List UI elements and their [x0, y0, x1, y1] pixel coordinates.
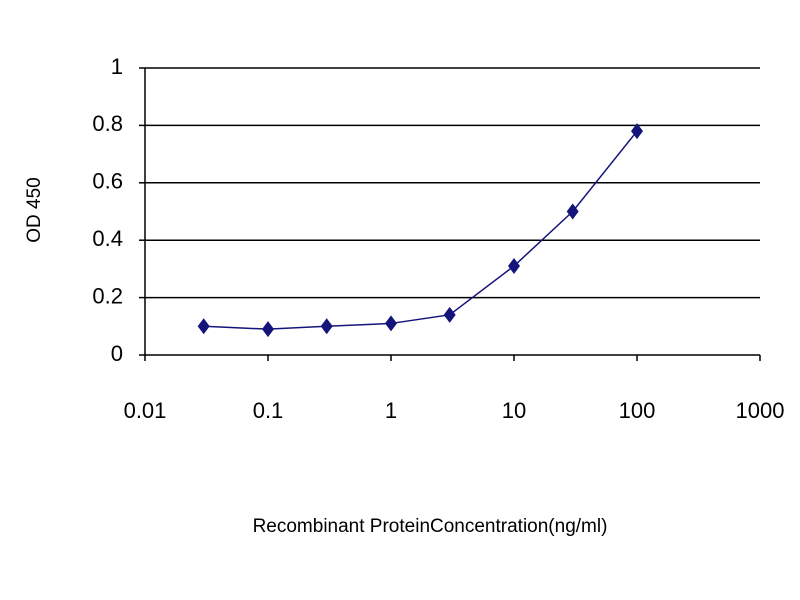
- y-tick-label: 0.4: [92, 226, 123, 251]
- y-tick-label: 0.2: [92, 283, 123, 308]
- series-line: [203, 130, 638, 330]
- x-tick-label: 100: [619, 398, 656, 423]
- x-tick-label: 0.01: [124, 398, 167, 423]
- y-tick-label: 0: [111, 341, 123, 366]
- data-point: [443, 306, 456, 323]
- x-tick-label: 0.1: [253, 398, 284, 423]
- x-tick-label: 10: [502, 398, 526, 423]
- data-point: [262, 321, 274, 338]
- data-point: [631, 123, 643, 140]
- y-tick-label: 1: [111, 54, 123, 79]
- data-point: [566, 203, 579, 220]
- data-point: [508, 258, 520, 275]
- data-point: [197, 318, 210, 335]
- y-tick-label: 0.8: [92, 111, 123, 136]
- data-point: [320, 318, 333, 335]
- data-point: [385, 315, 397, 332]
- x-tick-label: 1000: [736, 398, 785, 423]
- x-tick-label: 1: [385, 398, 397, 423]
- y-axis-title: OD 450: [24, 177, 45, 242]
- x-axis-title: Recombinant ProteinConcentration(ng/ml): [253, 516, 608, 537]
- y-tick-label: 0.6: [92, 169, 123, 194]
